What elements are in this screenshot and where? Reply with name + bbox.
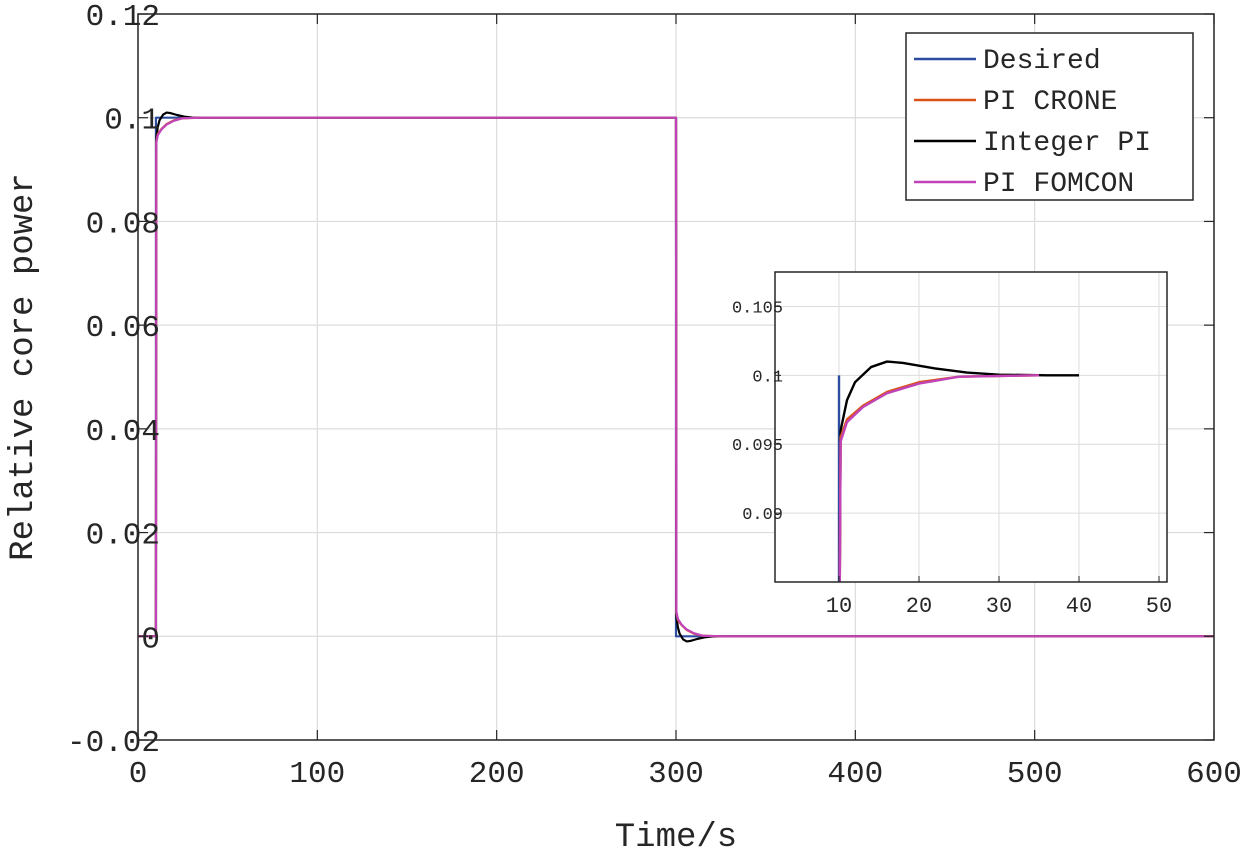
- legend-label: Desired: [983, 46, 1101, 77]
- inset-background: [775, 272, 1167, 582]
- x-tick-label: 600: [1186, 757, 1242, 792]
- main-x-axis: 0 100 200 300 400 500 600: [129, 14, 1242, 792]
- inset-x-tick-label: 30: [986, 594, 1012, 619]
- y-tick-label: 0.1: [104, 104, 160, 139]
- x-tick-label: 100: [289, 757, 345, 792]
- y-tick-label: 0.04: [86, 415, 160, 450]
- y-tick-label: -0.02: [67, 726, 160, 761]
- inset-x-tick-label: 10: [826, 594, 852, 619]
- y-tick-label: 0.08: [86, 207, 160, 242]
- main-y-axis: -0.02 0 0.02 0.04 0.06 0.08 0.1 0.12: [67, 0, 1214, 761]
- x-tick-label: 200: [469, 757, 525, 792]
- inset-series-line-pi-fomcon: [838, 374, 1040, 582]
- inset-series-line-desired: [837, 375, 841, 582]
- legend-label: PI CRONE: [983, 87, 1117, 118]
- y-axis-label: Relative core power: [5, 173, 43, 561]
- x-tick-label: 400: [827, 757, 883, 792]
- x-tick-label: 300: [648, 757, 704, 792]
- legend-label: PI FOMCON: [983, 169, 1134, 200]
- x-tick-label: 500: [1007, 757, 1063, 792]
- inset-series-line-integer-pi: [838, 360, 1079, 582]
- inset-x-axis: 10 20 30 40 50: [826, 576, 1172, 619]
- inset-y-tick-label: 0.09: [742, 506, 783, 525]
- x-axis-label: Time/s: [615, 819, 737, 855]
- inset-plot-frame: [774, 271, 1168, 583]
- inset-x-tick-label: 20: [906, 594, 932, 619]
- y-tick-label: 0.02: [86, 519, 160, 554]
- inset-x-tick-label: 50: [1146, 594, 1172, 619]
- legend-box: [905, 32, 1194, 201]
- legend-label: Integer PI: [983, 128, 1151, 159]
- main-series: [138, 111, 1214, 643]
- y-tick-label: 0: [141, 622, 160, 657]
- inset-y-tick-label: 0.1: [752, 368, 783, 387]
- inset-y-tick-label: 0.095: [732, 437, 783, 456]
- inset-x-tick-label: 40: [1066, 594, 1092, 619]
- y-tick-label: 0.12: [86, 0, 160, 35]
- series-line-pi-fomcon: [138, 116, 1214, 638]
- x-tick-label: 0: [129, 757, 148, 792]
- inset-series: [837, 360, 1079, 582]
- inset-y-axis: 0.09 0.095 0.1 0.105: [732, 299, 783, 525]
- inset-y-tick-label: 0.105: [732, 299, 783, 318]
- y-tick-label: 0.06: [86, 311, 160, 346]
- legend: Desired PI CRONE Integer PI PI FOMCON: [905, 32, 1194, 201]
